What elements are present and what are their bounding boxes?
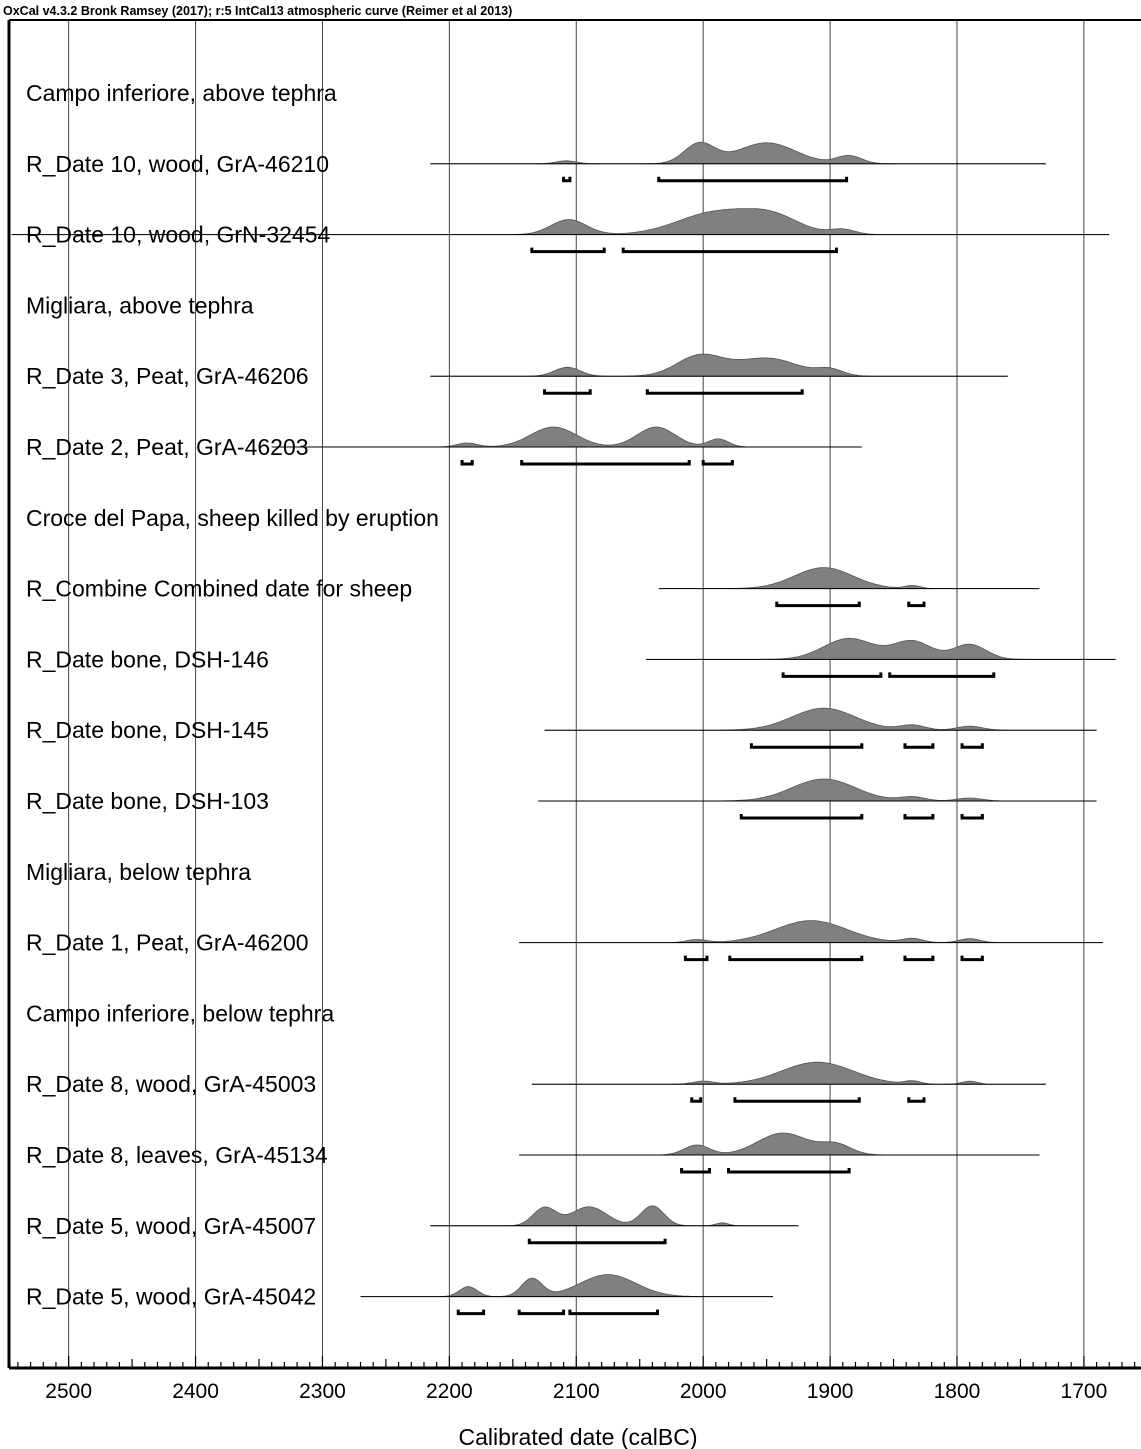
probability-distribution (430, 141, 1046, 165)
hpd-range-bracket (657, 176, 849, 183)
group-header-row: Migliara, above tephra (26, 292, 254, 318)
hpd-range-bracket (701, 460, 734, 466)
hpd-range-bracket (530, 247, 606, 254)
grid-lines (68, 20, 1085, 1368)
date-row: R_Date 8, wood, GrA-45003 (26, 1061, 1046, 1103)
probability-distribution (519, 920, 1103, 943)
x-axis-title: Calibrated date (calBC) (458, 1424, 697, 1449)
date-row: R_Date 2, Peat, GrA-46203 (26, 426, 862, 466)
group-header-row: Migliara, below tephra (26, 859, 251, 885)
plot-rows: Campo inferiore, above tephra R_Date 10, … (11, 80, 1116, 1316)
hpd-range-bracket (960, 814, 984, 820)
probability-distribution (531, 1061, 1046, 1085)
hpd-range-bracket (728, 955, 864, 962)
group-label: Migliara, below tephra (26, 859, 251, 885)
date-row: R_Date bone, DSH-145 (26, 707, 1097, 749)
hpd-range-bracket (888, 672, 996, 678)
group-header-row: Campo inferiore, above tephra (26, 80, 337, 106)
row-label: R_Date 3, Peat, GrA-46206 (26, 363, 309, 389)
hpd-range-bracket (568, 1309, 659, 1316)
hpd-range-bracket (775, 601, 861, 608)
x-tick-label: 2300 (299, 1380, 346, 1403)
hpd-range-bracket (960, 743, 984, 749)
date-row: R_Date 5, wood, GrA-45042 (26, 1274, 773, 1316)
row-label: R_Date bone, DSH-146 (26, 646, 269, 672)
probability-distribution (271, 426, 862, 448)
plot-frame (7, 19, 1141, 1368)
date-row: R_Date bone, DSH-103 (26, 778, 1097, 820)
group-label: Croce del Papa, sheep killed by eruption (26, 505, 439, 531)
oxcal-header: OxCal v4.3.2 Bronk Ramsey (2017); r:5 In… (3, 4, 512, 18)
hpd-range-bracket (562, 176, 572, 183)
x-tick-label: 2100 (553, 1380, 600, 1403)
hpd-range-bracket (903, 814, 935, 820)
probability-distribution (360, 1274, 773, 1297)
date-row: R_Date 10, wood, GrA-46210 (26, 141, 1046, 183)
probability-distribution (646, 637, 1116, 660)
x-tick-label: 1900 (807, 1380, 854, 1403)
row-label: R_Date 1, Peat, GrA-46200 (26, 930, 309, 956)
hpd-range-bracket (907, 601, 926, 608)
x-tick-label: 2200 (426, 1380, 473, 1403)
date-row: R_Date bone, DSH-146 (26, 637, 1116, 678)
row-label: R_Date 5, wood, GrA-45007 (26, 1213, 316, 1239)
row-label: R_Combine Combined date for sheep (26, 576, 412, 602)
hpd-range-bracket (460, 460, 474, 466)
date-row: R_Date 10, wood, GrN-32454 (11, 208, 1110, 254)
probability-distribution (430, 1205, 799, 1227)
date-row: R_Date 5, wood, GrA-45007 (26, 1205, 799, 1245)
group-label: Campo inferiore, below tephra (26, 1000, 334, 1026)
hpd-range-bracket (621, 247, 838, 254)
hpd-range-bracket (739, 814, 864, 820)
row-label: R_Date 8, leaves, GrA-45134 (26, 1142, 328, 1168)
x-tick-label: 1800 (934, 1380, 981, 1403)
group-label: Campo inferiore, above tephra (26, 80, 337, 106)
hpd-range-bracket (749, 743, 864, 749)
hpd-range-bracket (527, 1238, 667, 1245)
x-tick-label: 2400 (172, 1380, 219, 1403)
row-label: R_Date bone, DSH-145 (26, 717, 269, 743)
hpd-range-bracket (727, 1168, 851, 1174)
hpd-range-bracket (903, 955, 935, 962)
row-label: R_Date bone, DSH-103 (26, 788, 269, 814)
group-header-row: Croce del Papa, sheep killed by eruption (26, 505, 439, 531)
row-label: R_Date 8, wood, GrA-45003 (26, 1071, 316, 1097)
probability-distribution (519, 1132, 1040, 1156)
date-row: R_Date 3, Peat, GrA-46206 (26, 353, 1008, 395)
hpd-range-bracket (517, 1309, 566, 1316)
x-axis: 2500 2400 2300 2200 2100 2000 1900 1800 1700 (9, 1356, 1141, 1403)
hpd-range-bracket (456, 1309, 486, 1316)
date-row: R_Date 8, leaves, GrA-45134 (26, 1132, 1040, 1174)
row-label: R_Date 10, wood, GrA-46210 (26, 151, 329, 177)
hpd-range-bracket (520, 460, 691, 466)
probability-distribution (544, 707, 1097, 731)
hpd-range-bracket (907, 1097, 926, 1103)
hpd-range-bracket (683, 955, 709, 962)
hpd-range-bracket (903, 743, 935, 749)
hpd-range-bracket (645, 389, 804, 395)
x-tick-label: 1700 (1061, 1380, 1108, 1403)
hpd-range-bracket (733, 1097, 861, 1103)
date-row: R_Combine Combined date for sheep (26, 567, 1040, 608)
probability-distribution (430, 353, 1008, 377)
hpd-range-bracket (543, 389, 592, 395)
date-row: R_Date 1, Peat, GrA-46200 (26, 920, 1103, 962)
group-header-row: Campo inferiore, below tephra (26, 1000, 334, 1026)
row-label: R_Date 5, wood, GrA-45042 (26, 1284, 316, 1310)
group-label: Migliara, above tephra (26, 292, 254, 318)
probability-distribution (658, 567, 1040, 589)
hpd-range-bracket (781, 672, 883, 678)
hpd-range-bracket (680, 1168, 712, 1174)
x-tick-label: 2500 (45, 1380, 92, 1403)
row-label: R_Date 2, Peat, GrA-46203 (26, 434, 309, 460)
hpd-range-bracket (960, 955, 984, 962)
x-tick-label: 2000 (680, 1380, 727, 1403)
probability-distribution (538, 778, 1097, 802)
hpd-range-bracket (690, 1097, 703, 1103)
